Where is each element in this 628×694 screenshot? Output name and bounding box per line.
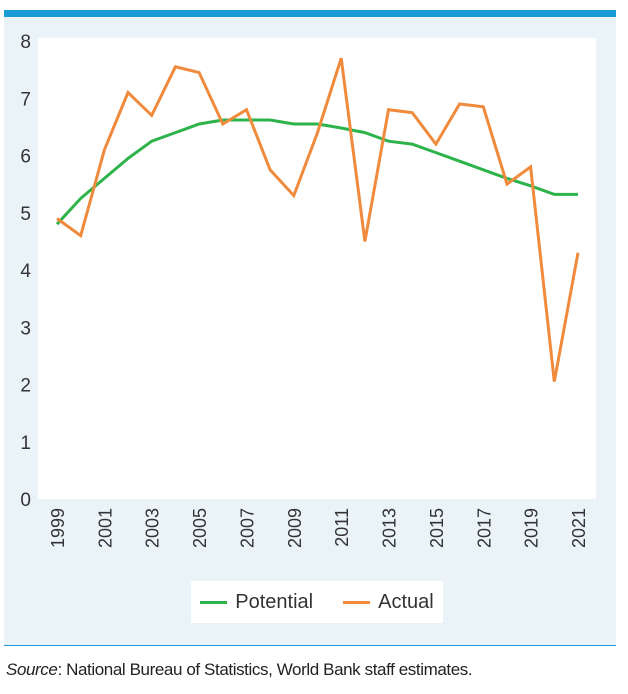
y-tick-label: 1	[20, 433, 31, 454]
y-axis-ticks: 0 1 2 3 4 5 6 7 8	[20, 32, 31, 511]
legend-label-actual: Actual	[378, 590, 434, 613]
y-tick-label: 3	[20, 318, 31, 339]
header-accent-bar	[4, 10, 616, 17]
chart-legend: Potential Actual	[191, 581, 443, 623]
series-layer	[55, 57, 580, 382]
line-chart: 0 1 2 3 4 5 6 7 8 1999 2001 2003 2005 2007 2009 2011 20…	[20, 32, 596, 548]
x-tick-label: 2009	[285, 508, 305, 548]
y-tick-label: 2	[20, 376, 31, 397]
series-line-actual	[56, 57, 580, 382]
x-tick-label: 2011	[332, 508, 352, 547]
series-line-potential	[55, 118, 578, 226]
x-tick-label: 2019	[522, 508, 542, 548]
legend-swatch-actual	[343, 600, 371, 604]
x-tick-label: 2017	[474, 508, 494, 548]
x-tick-label: 2015	[427, 508, 447, 548]
x-tick-label: 2021	[569, 508, 589, 548]
x-tick-label: 2007	[237, 508, 257, 548]
y-tick-label: 5	[20, 204, 31, 225]
x-tick-label: 2013	[380, 508, 400, 548]
panel-bottom-rule	[4, 645, 616, 646]
y-tick-label: 4	[20, 261, 31, 282]
y-tick-label: 8	[20, 32, 31, 53]
source-note: Source: National Bureau of Statistics, W…	[6, 660, 473, 680]
legend-item-potential: Potential	[200, 591, 313, 614]
legend-item-actual: Actual	[343, 591, 434, 614]
y-tick-label: 7	[20, 89, 31, 110]
legend-swatch-potential	[200, 600, 228, 604]
y-tick-label: 0	[20, 490, 31, 511]
plot-area	[38, 38, 596, 499]
x-tick-label: 2001	[95, 508, 115, 548]
legend-label-potential: Potential	[235, 590, 314, 613]
y-tick-label: 6	[20, 147, 31, 168]
x-tick-label: 1999	[48, 508, 68, 548]
source-label: Source	[6, 660, 58, 679]
x-tick-label: 2005	[190, 508, 210, 548]
x-axis-ticks: 1999 2001 2003 2005 2007 2009 2011 2013 2015 2017…	[48, 508, 589, 548]
source-text: : National Bureau of Statistics, World B…	[57, 660, 473, 679]
x-tick-label: 2003	[143, 508, 163, 548]
